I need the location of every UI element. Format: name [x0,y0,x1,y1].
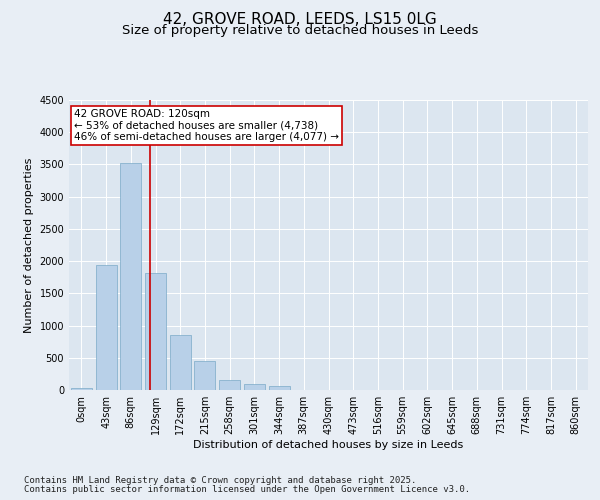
Bar [95,265,116,390]
Text: Contains HM Land Registry data © Crown copyright and database right 2025.: Contains HM Land Registry data © Crown c… [24,476,416,485]
Bar [244,384,265,390]
Text: 42, GROVE ROAD, LEEDS, LS15 0LG: 42, GROVE ROAD, LEEDS, LS15 0LG [163,12,437,28]
Bar [170,334,191,390]
Bar [71,388,92,390]
Text: Size of property relative to detached houses in Leeds: Size of property relative to detached ho… [122,24,478,37]
Bar [219,380,240,390]
X-axis label: Distribution of detached houses by size in Leeds: Distribution of detached houses by size … [193,440,464,450]
Text: Contains public sector information licensed under the Open Government Licence v3: Contains public sector information licen… [24,485,470,494]
Bar [269,386,290,390]
Text: 42 GROVE ROAD: 120sqm
← 53% of detached houses are smaller (4,738)
46% of semi-d: 42 GROVE ROAD: 120sqm ← 53% of detached … [74,108,339,142]
Bar [194,361,215,390]
Bar [120,162,141,390]
Y-axis label: Number of detached properties: Number of detached properties [24,158,34,332]
Bar [145,272,166,390]
